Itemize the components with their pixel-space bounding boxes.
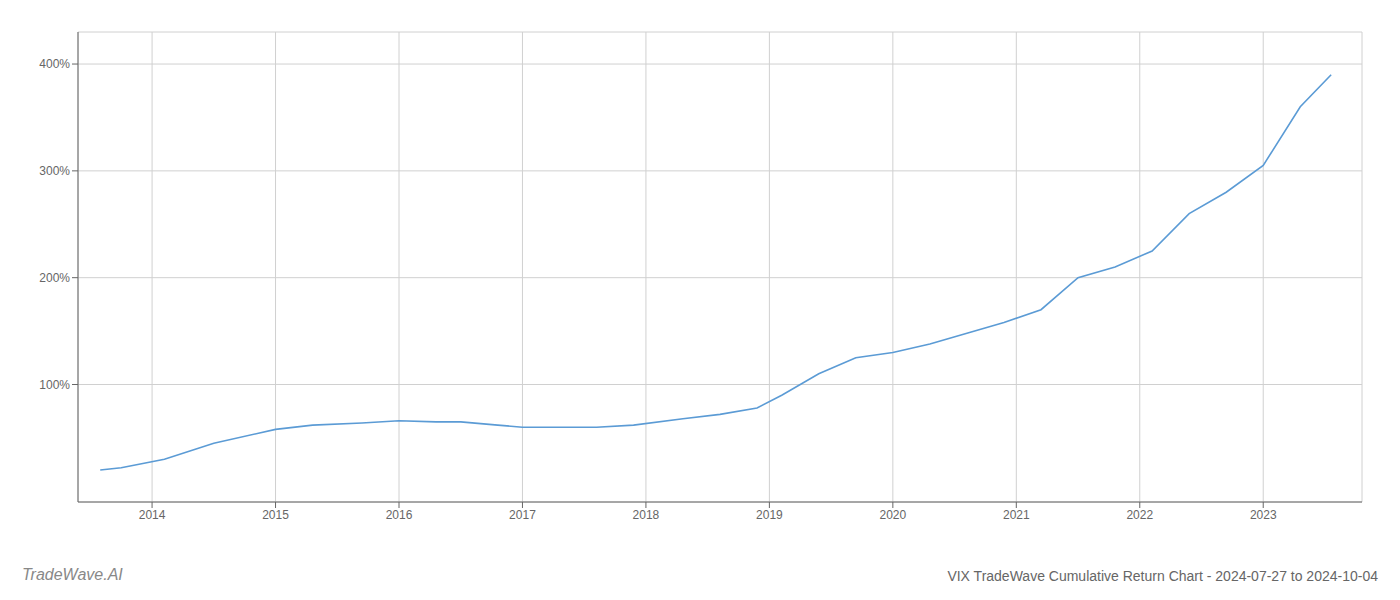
svg-text:2020: 2020 xyxy=(879,508,906,522)
html-text:TradeWave.AI: TradeWave.AI xyxy=(22,566,123,583)
svg-text:200%: 200% xyxy=(39,271,70,285)
svg-text:2018: 2018 xyxy=(633,508,660,522)
svg-text:2014: 2014 xyxy=(139,508,166,522)
svg-text:2017: 2017 xyxy=(509,508,536,522)
svg-text:2016: 2016 xyxy=(386,508,413,522)
svg-text:2019: 2019 xyxy=(756,508,783,522)
svg-text:2015: 2015 xyxy=(262,508,289,522)
svg-text:2023: 2023 xyxy=(1250,508,1277,522)
html-text:VIX TradeWave Cumulative Retur: VIX TradeWave Cumulative Return Chart - … xyxy=(947,568,1378,584)
svg-text:2021: 2021 xyxy=(1003,508,1030,522)
svg-text:400%: 400% xyxy=(39,57,70,71)
svg-text:2022: 2022 xyxy=(1126,508,1153,522)
svg-text:300%: 300% xyxy=(39,164,70,178)
svg-text:100%: 100% xyxy=(39,378,70,392)
